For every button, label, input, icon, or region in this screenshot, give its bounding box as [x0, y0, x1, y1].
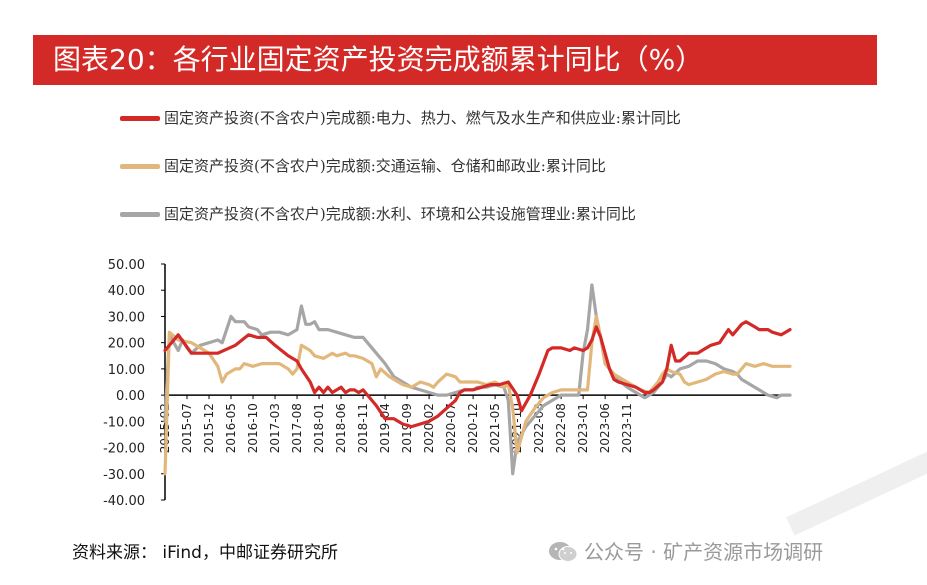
y-tick-label: -20.00	[103, 442, 145, 457]
y-tick-label: 10.00	[108, 363, 145, 378]
source-note: 资料来源： iFind，中邮证券研究所	[72, 543, 338, 563]
chart-lines	[163, 283, 792, 476]
legend-swatch-water	[120, 212, 160, 217]
x-tick-label: 2020-02	[422, 403, 436, 453]
x-tick-label: 2016-10	[246, 403, 260, 453]
x-tick-label: 2022-08	[554, 403, 568, 453]
legend-label-power: 固定资产投资(不含农户)完成额:电力、热力、燃气及水生产和供应业:累计同比	[164, 109, 681, 127]
x-tick-label: 2016-05	[224, 403, 238, 453]
x-tick-label: 2020-12	[466, 403, 480, 453]
y-tick-label: 0.00	[116, 389, 145, 404]
watermark: 公众号 · 矿产资源市场调研	[548, 536, 823, 565]
x-tick-label: 2018-11	[356, 403, 370, 453]
x-tick-label: 2023-01	[576, 403, 590, 453]
series-line-power	[163, 320, 792, 429]
watermark-text: 公众号 · 矿产资源市场调研	[584, 540, 824, 564]
y-tick-label: -30.00	[103, 468, 145, 483]
legend-label-transport: 固定资产投资(不含农户)完成额:交通运输、仓储和邮政业:累计同比	[164, 157, 606, 175]
legend-swatch-transport	[120, 164, 160, 169]
legend-label-water: 固定资产投资(不含农户)完成额:水利、环境和公共设施管理业:累计同比	[164, 205, 636, 223]
x-tick-label: 2021-05	[488, 403, 502, 453]
title-bar: 图表20：各行业固定资产投资完成额累计同比（%）	[33, 35, 877, 85]
y-tick-label: 20.00	[108, 337, 145, 352]
series-line-transport	[163, 314, 792, 476]
y-tick-label: 30.00	[108, 310, 145, 325]
x-tick-label: 2019-09	[400, 403, 414, 453]
y-tick-label: 50.00	[108, 258, 145, 273]
x-tick-label: 2017-03	[268, 403, 282, 453]
y-tick-label: -10.00	[103, 415, 145, 430]
wechat-icon	[549, 542, 578, 562]
x-tick-label: 2023-06	[598, 403, 612, 453]
y-tick-label: -40.00	[103, 494, 145, 509]
y-tick-label: 40.00	[108, 284, 145, 299]
legend-swatch-power	[120, 116, 160, 121]
x-tick-label: 2017-08	[290, 403, 304, 453]
x-tick-label: 2018-06	[334, 403, 348, 453]
x-tick-label: 2018-01	[312, 403, 326, 453]
x-tick-label: 2015-12	[202, 403, 216, 453]
x-tick-label: 2023-11	[620, 403, 634, 453]
chart-title: 图表20：各行业固定资产投资完成额累计同比（%）	[53, 43, 704, 76]
x-tick-label: 2020-07	[444, 403, 458, 453]
x-tick-label: 2015-07	[180, 403, 194, 453]
